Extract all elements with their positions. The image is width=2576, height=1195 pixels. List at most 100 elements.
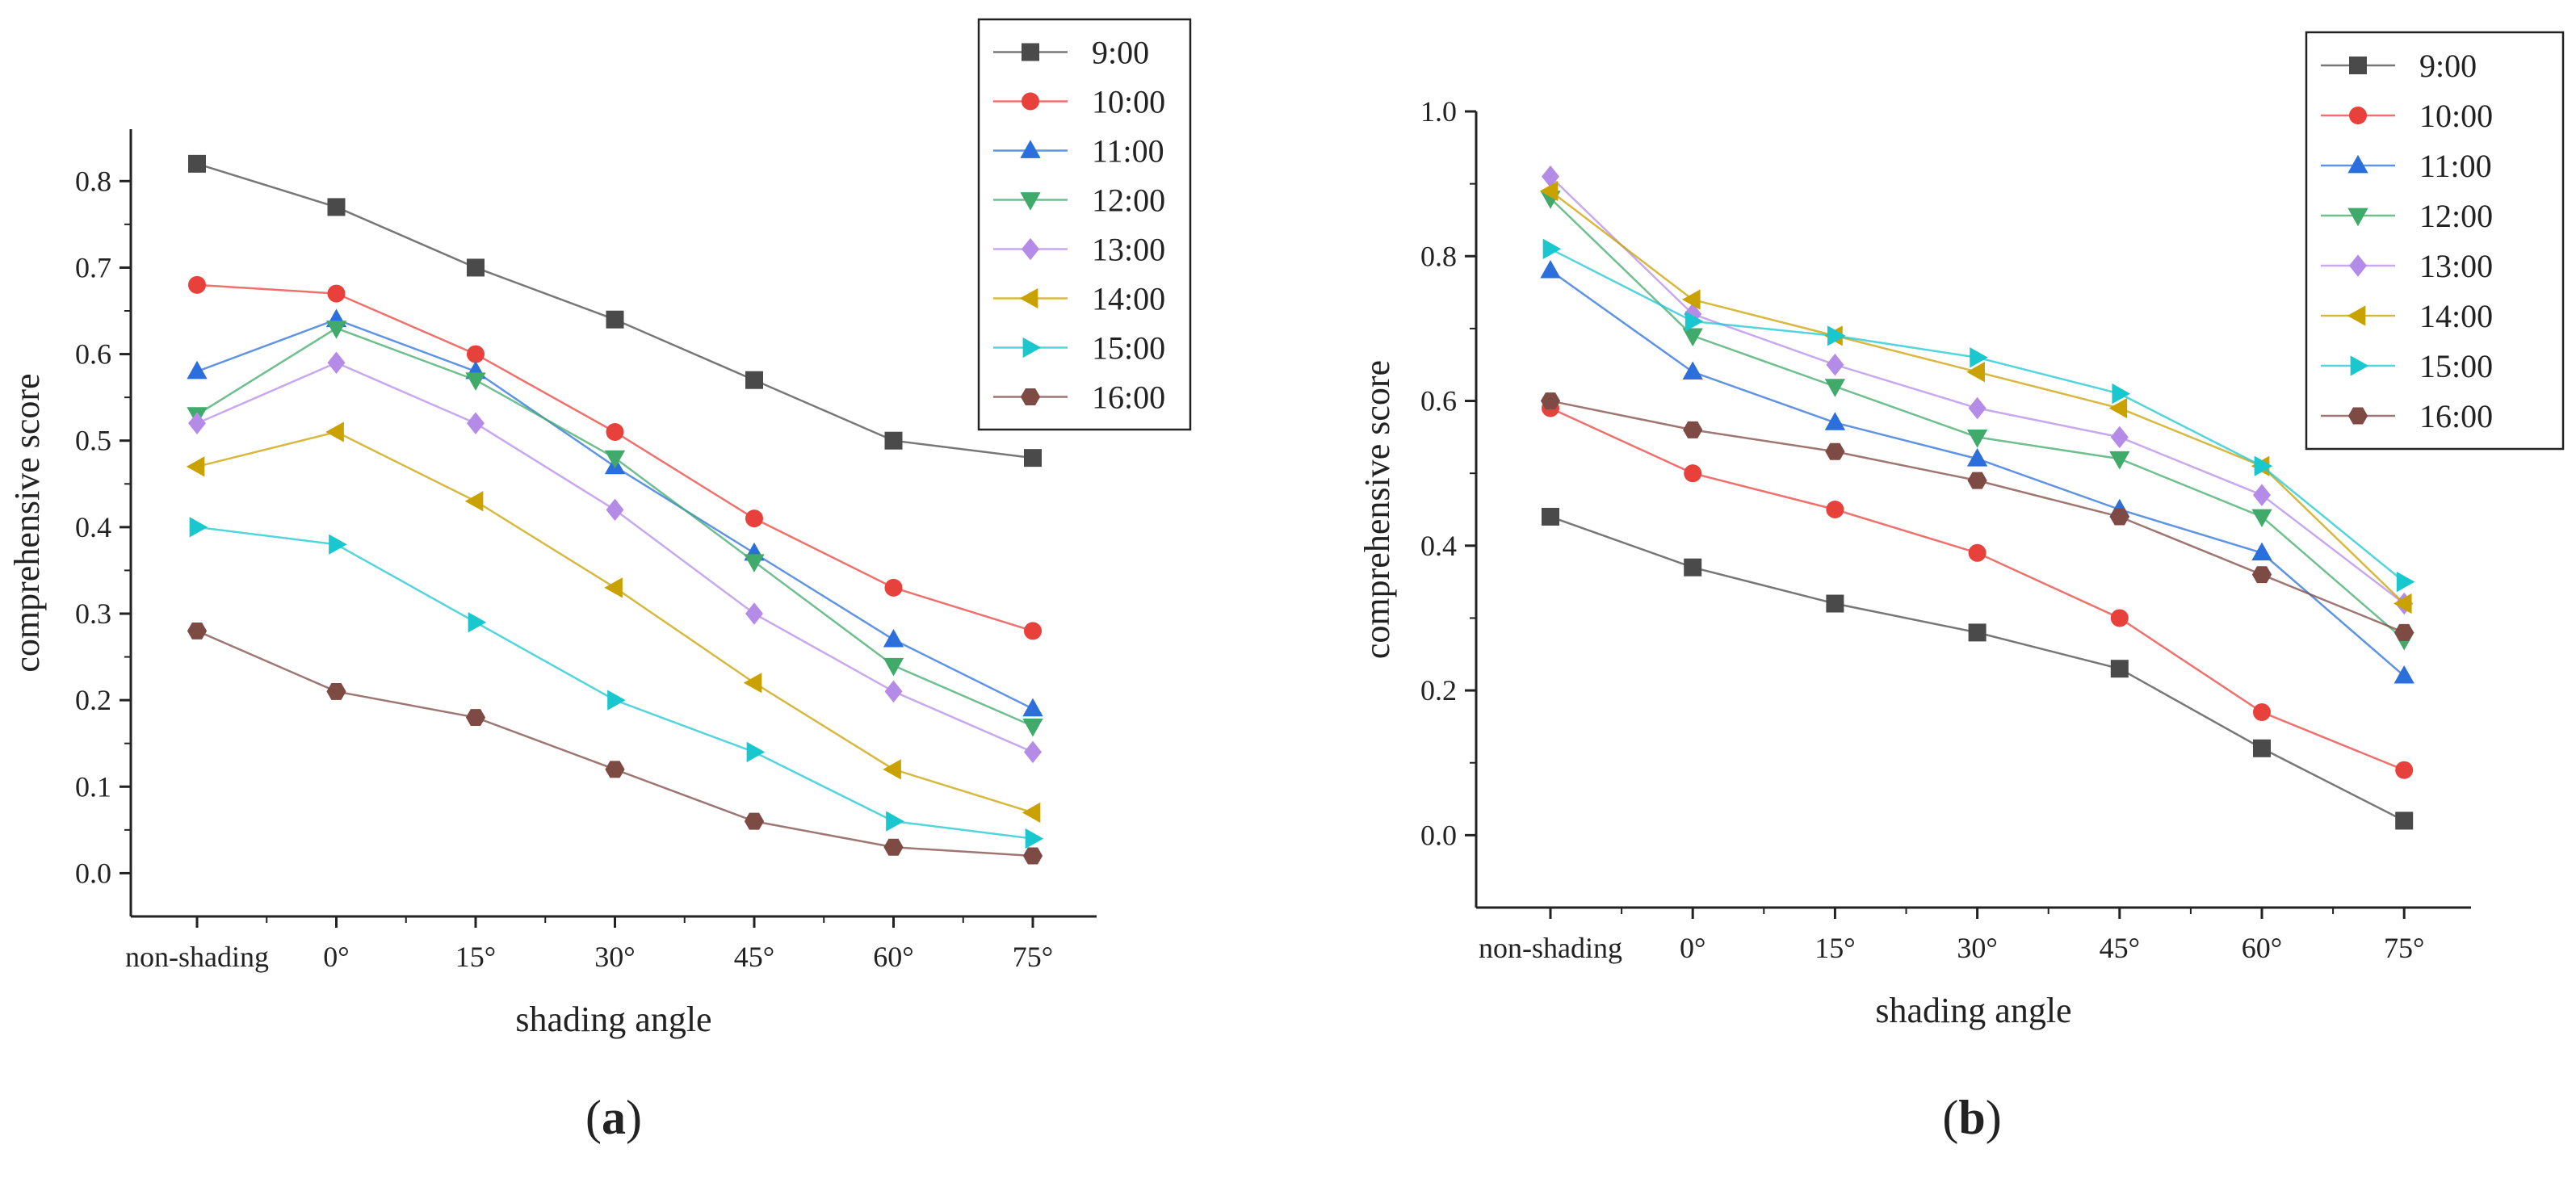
legend-marker	[2349, 254, 2367, 277]
legend-label: 11:00	[2419, 148, 2492, 184]
data-point	[2251, 542, 2272, 561]
data-point	[1966, 362, 1985, 383]
legend-marker	[2349, 107, 2367, 124]
data-point	[325, 321, 347, 339]
data-point	[326, 682, 346, 700]
legend-label: 14:00	[2419, 298, 2493, 334]
series-9-00	[1542, 507, 2414, 830]
data-point	[1824, 412, 1846, 430]
data-point	[188, 154, 206, 173]
data-point	[1022, 802, 1041, 824]
data-point	[1967, 472, 1987, 489]
data-point	[606, 310, 624, 329]
data-point	[1826, 594, 1844, 613]
data-point	[745, 509, 763, 528]
data-point	[886, 811, 904, 832]
x-tick-label: 75°	[1013, 941, 1053, 973]
chart-panel-b: 0.0 0.2 0.4 0.6 0.8 1.0 non-shading 0° 15° 30° 45°…	[1357, 31, 2565, 1144]
data-point	[465, 709, 486, 727]
series-15-00	[1542, 238, 2415, 593]
data-point	[2396, 571, 2415, 593]
legend-label: 10:00	[1092, 84, 1165, 120]
data-point	[1970, 347, 1988, 368]
data-point	[329, 534, 347, 555]
data-point	[468, 612, 487, 633]
series-14-00	[186, 421, 1041, 824]
legend-label: 12:00	[1092, 182, 1165, 219]
data-point	[883, 628, 904, 648]
data-point	[605, 761, 625, 778]
series-line	[1550, 515, 2405, 822]
legend-box	[2305, 31, 2565, 451]
x-tick-label: 0°	[323, 941, 349, 973]
data-point	[1684, 558, 1702, 577]
data-point	[188, 275, 206, 294]
legend-item: 9:00	[2321, 48, 2477, 84]
legend-label: 9:00	[2419, 48, 2477, 84]
legend-item: 12:00	[2321, 198, 2493, 234]
legend-marker	[1020, 192, 1041, 211]
x-tick-label: 45°	[734, 941, 774, 973]
data-point	[2251, 566, 2272, 584]
data-point	[1826, 501, 1844, 518]
legend-item: 16:00	[2321, 398, 2493, 434]
series-line	[196, 361, 1034, 753]
legend-label: 16:00	[1092, 379, 1165, 416]
data-point	[327, 198, 346, 216]
legend-item: 11:00	[993, 133, 1164, 170]
data-point	[1966, 430, 1988, 448]
x-tick-label: 15°	[1815, 932, 1855, 964]
y-tick-label: 0.4	[75, 511, 111, 543]
legend-item: 13:00	[2321, 248, 2493, 284]
data-point	[884, 431, 903, 450]
series-12-00	[1540, 191, 2414, 651]
data-point	[1682, 361, 1703, 380]
legend-item: 13:00	[993, 232, 1165, 268]
x-tick-label: 45°	[2100, 932, 2140, 964]
data-point	[1826, 353, 1844, 376]
data-point	[187, 622, 208, 639]
legend-item: 14:00	[993, 281, 1165, 317]
series-15-00	[189, 517, 1044, 849]
data-point	[2251, 509, 2272, 528]
legend-label: 11:00	[1092, 133, 1164, 170]
series-line	[196, 430, 1034, 814]
axes: 0.0 0.1 0.2 0.3 0.4 0.5 0.6 0.7 0.8 non-shading 0°…	[75, 129, 1097, 973]
legend-marker	[1022, 43, 1039, 61]
data-point	[467, 412, 485, 435]
legend-label: 10:00	[2419, 98, 2493, 134]
data-point	[188, 412, 206, 435]
legend-label: 13:00	[1092, 232, 1165, 268]
data-point	[883, 657, 904, 677]
legend-marker	[2347, 208, 2368, 227]
legend-marker	[2349, 57, 2367, 74]
series-11-00	[1540, 260, 2414, 684]
x-tick-label: 75°	[2384, 932, 2424, 964]
panel-label: (a)	[585, 1091, 642, 1144]
data-point	[2395, 761, 2414, 779]
y-tick-label: 0.0	[75, 857, 111, 889]
data-point	[2108, 397, 2128, 419]
data-point	[2395, 811, 2414, 830]
y-tick-label: 0.0	[1420, 819, 1457, 851]
data-point	[1542, 165, 1559, 188]
data-point	[1024, 449, 1042, 468]
data-point	[884, 680, 903, 703]
series-16-00	[1540, 392, 2414, 641]
x-axis-title: shading angle	[1875, 991, 2071, 1030]
data-point	[1683, 421, 1703, 438]
data-point	[1684, 311, 1704, 332]
data-point	[2110, 426, 2129, 449]
y-tick-label: 0.2	[75, 684, 111, 716]
y-axis-title: comprehensive score	[1357, 360, 1397, 659]
data-point	[607, 690, 626, 711]
series-16-00	[187, 622, 1043, 865]
data-point	[743, 673, 762, 694]
y-tick-label: 0.4	[1420, 530, 1457, 562]
legend-item: 9:00	[993, 35, 1149, 71]
data-point	[2254, 455, 2273, 476]
legend-marker	[1022, 237, 1039, 261]
y-tick-label: 0.5	[75, 425, 111, 457]
y-tick-label: 0.7	[75, 251, 111, 283]
data-point	[189, 517, 208, 538]
